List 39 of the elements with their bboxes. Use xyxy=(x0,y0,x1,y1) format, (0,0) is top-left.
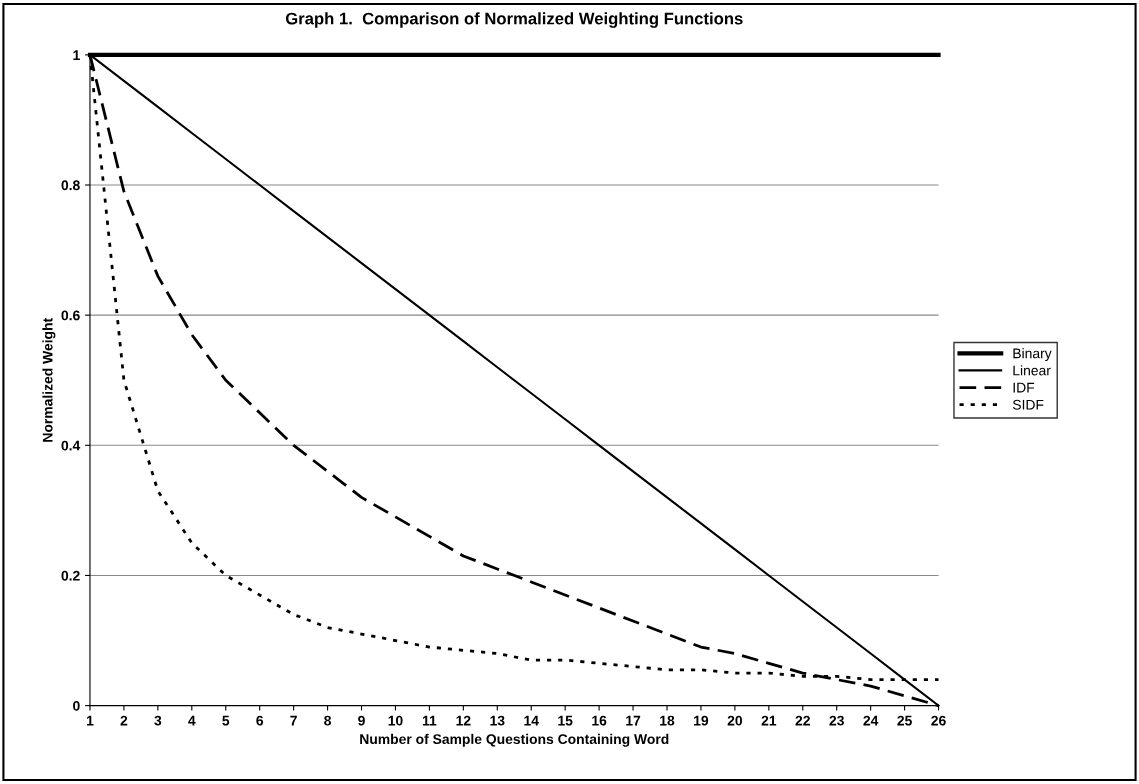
x-tick-label: 11 xyxy=(422,715,437,726)
chart-title: Graph 1. Comparison of Normalized Weighting Functions xyxy=(285,12,743,28)
x-tick-label: 26 xyxy=(931,715,946,726)
x-tick-label: 9 xyxy=(358,715,365,726)
y-tick-label: 0.4 xyxy=(61,440,81,451)
legend-label: SIDF xyxy=(1012,399,1044,410)
x-tick-label: 21 xyxy=(761,715,777,726)
legend-label: Linear xyxy=(1013,365,1051,376)
x-tick-label: 5 xyxy=(222,715,230,726)
x-tick-label: 18 xyxy=(660,715,675,726)
x-tick-label: 22 xyxy=(795,715,810,726)
x-tick-label: 19 xyxy=(694,715,709,726)
y-axis-title: Normalized Weight xyxy=(42,318,56,442)
y-tick-label: 1 xyxy=(73,50,80,60)
x-tick-label: 6 xyxy=(256,715,264,726)
x-tick-label: 14 xyxy=(524,715,539,726)
x-tick-label: 23 xyxy=(829,715,844,726)
x-tick-label: 1 xyxy=(86,715,94,726)
x-tick-label: 10 xyxy=(388,715,403,726)
legend-label: IDF xyxy=(1013,382,1035,393)
x-tick-label: 4 xyxy=(188,715,196,726)
x-tick-label: 20 xyxy=(727,715,743,726)
x-tick-label: 12 xyxy=(456,715,471,726)
y-tick-label: 0.2 xyxy=(61,570,80,581)
x-tick-label: 2 xyxy=(120,715,128,726)
y-tick-label: 0.8 xyxy=(61,180,80,191)
x-axis-title: Number of Sample Questions Containing Word xyxy=(360,733,669,747)
x-tick-label: 17 xyxy=(626,715,641,726)
x-tick-label: 8 xyxy=(324,715,332,726)
y-tick-label: 0 xyxy=(73,700,80,711)
x-tick-label: 7 xyxy=(290,715,297,726)
x-tick-label: 13 xyxy=(490,715,505,726)
y-tick-label: 0.6 xyxy=(61,310,80,321)
x-tick-label: 16 xyxy=(592,715,607,726)
x-tick-label: 24 xyxy=(863,715,879,726)
x-tick-label: 25 xyxy=(897,715,912,726)
x-tick-label: 3 xyxy=(154,715,162,726)
x-tick-label: 15 xyxy=(558,715,573,726)
legend-label: Binary xyxy=(1013,348,1052,362)
